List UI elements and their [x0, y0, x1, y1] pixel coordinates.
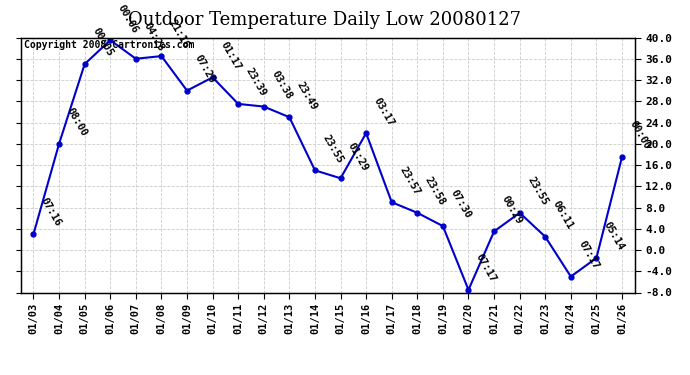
Text: 05:14: 05:14	[602, 220, 627, 252]
Text: 03:38: 03:38	[269, 69, 294, 101]
Text: 04:28: 04:28	[141, 21, 166, 53]
Text: 07:16: 07:16	[39, 196, 63, 228]
Text: Copyright 2008 Cartronics.com: Copyright 2008 Cartronics.com	[23, 40, 194, 50]
Text: 23:39: 23:39	[244, 66, 268, 98]
Text: Outdoor Temperature Daily Low 20080127: Outdoor Temperature Daily Low 20080127	[128, 11, 521, 29]
Text: 23:57: 23:57	[397, 165, 422, 196]
Text: 23:58: 23:58	[423, 175, 447, 207]
Text: 01:29: 01:29	[346, 141, 371, 173]
Text: 23:55: 23:55	[525, 175, 549, 207]
Text: 23:55: 23:55	[321, 133, 345, 165]
Text: 07:30: 07:30	[448, 189, 473, 220]
Text: 07:17: 07:17	[576, 239, 601, 271]
Text: 23:49: 23:49	[295, 80, 319, 112]
Text: 07:17: 07:17	[474, 252, 498, 284]
Text: 01:17: 01:17	[218, 40, 242, 72]
Text: 06:11: 06:11	[551, 199, 575, 231]
Text: 21:16: 21:16	[167, 18, 191, 51]
Text: 00:29: 00:29	[500, 194, 524, 226]
Text: 00:06: 00:06	[116, 3, 140, 34]
Text: 00:05: 00:05	[90, 27, 115, 58]
Text: 08:00: 08:00	[65, 106, 89, 138]
Text: 03:17: 03:17	[372, 96, 396, 128]
Text: 00:00: 00:00	[628, 119, 652, 152]
Text: 07:20: 07:20	[193, 53, 217, 85]
